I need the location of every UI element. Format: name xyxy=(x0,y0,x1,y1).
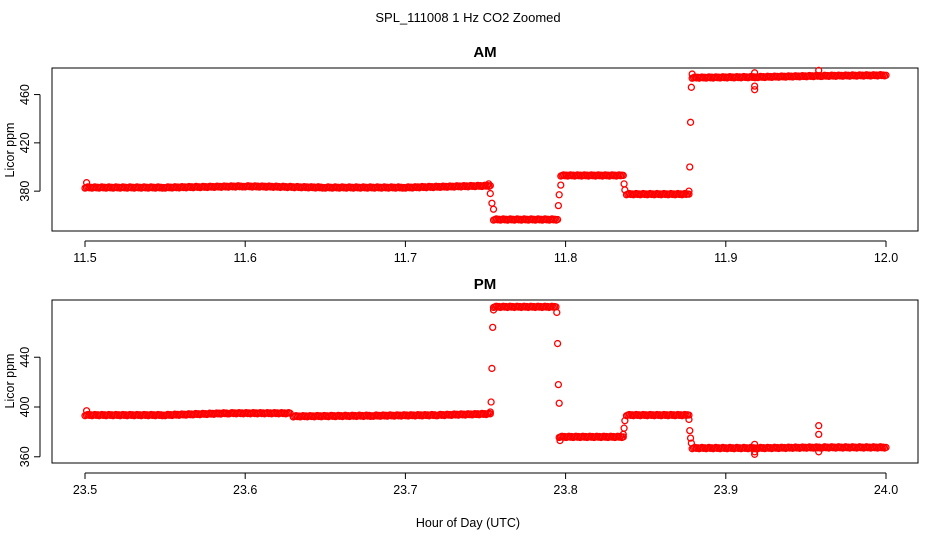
pm-x-tick-label: 24.0 xyxy=(874,483,898,497)
pm-data-point xyxy=(882,443,890,452)
pm-transition-point xyxy=(620,424,628,432)
pm-transition-point xyxy=(489,306,498,314)
pm-transition-point xyxy=(815,448,823,456)
am-transition-point xyxy=(686,118,695,126)
am-data-point xyxy=(619,171,627,180)
am-data-point xyxy=(486,182,494,190)
pm-data-point xyxy=(619,433,627,441)
pm-y-axis: 360 400 440 xyxy=(18,347,41,467)
pm-transition-point xyxy=(686,434,695,442)
am-x-tick-label: 11.9 xyxy=(714,251,737,265)
pm-y-axis-label: Licor ppm xyxy=(3,354,17,409)
am-transition-point xyxy=(557,181,565,189)
am-transition-point xyxy=(554,201,563,210)
pm-y-tick-label: 440 xyxy=(18,347,32,368)
am-transition-point xyxy=(815,66,823,75)
am-x-tick-label: 11.6 xyxy=(233,251,256,265)
am-transition-point xyxy=(687,83,696,91)
am-x-tick-label: 11.8 xyxy=(554,251,577,265)
am-y-axis-label: Licor ppm xyxy=(3,123,17,178)
pm-transition-point xyxy=(685,415,693,424)
pm-data-points xyxy=(81,302,890,458)
pm-transition-point xyxy=(553,339,562,348)
am-data-point xyxy=(882,71,890,79)
am-y-axis: 380 420 460 xyxy=(18,84,41,202)
am-transition-point xyxy=(489,205,498,213)
am-transition-point xyxy=(486,189,494,198)
pm-transition-point xyxy=(750,440,759,448)
pm-x-tick-label: 23.6 xyxy=(233,483,257,497)
am-x-axis: 11.5 11.6 11.7 11.8 11.9 12.0 xyxy=(73,240,898,265)
pm-x-tick-label: 23.5 xyxy=(73,483,97,497)
pm-plot-frame xyxy=(51,299,919,464)
am-plot-frame xyxy=(51,67,919,232)
am-transition-point xyxy=(620,180,628,188)
pm-transition-point xyxy=(621,417,629,425)
pm-transition-point xyxy=(750,448,759,456)
am-transition-point xyxy=(750,69,759,77)
am-transition-point xyxy=(82,179,91,187)
pm-transition-point xyxy=(486,408,494,416)
am-transition-point xyxy=(488,199,496,207)
am-y-tick-label: 380 xyxy=(18,181,32,202)
am-x-tick-label: 11.5 xyxy=(73,251,96,265)
am-y-tick-label: 420 xyxy=(18,132,32,153)
pm-transition-point xyxy=(489,323,497,332)
am-data-point xyxy=(553,215,562,224)
pm-transition-point xyxy=(488,364,496,373)
am-transition-point xyxy=(685,187,693,195)
pm-x-tick-label: 23.9 xyxy=(714,483,738,497)
pm-transition-point xyxy=(686,426,694,435)
am-transition-point xyxy=(621,186,629,194)
pm-transition-point xyxy=(815,430,823,439)
am-transition-point xyxy=(688,70,696,78)
am-transition-point xyxy=(686,163,694,171)
figure-title: SPL_111008 1 Hz CO2 Zoomed xyxy=(375,10,560,25)
am-x-tick-label: 12.0 xyxy=(874,251,898,265)
am-data-point xyxy=(685,190,693,198)
pm-transition-point xyxy=(750,450,759,458)
pm-data-point xyxy=(685,411,693,419)
pm-transition-point xyxy=(554,380,563,389)
am-panel: AM Licor ppm 11.5 11.6 11.7 11.8 11.9 12.0 38… xyxy=(3,44,919,265)
pm-transition-point xyxy=(687,439,696,447)
am-transition-point xyxy=(750,86,759,94)
am-transition-point xyxy=(750,82,759,90)
pm-x-axis: 23.5 23.6 23.7 23.8 23.9 24.0 xyxy=(73,472,898,497)
am-data-points xyxy=(81,66,890,224)
am-panel-title: AM xyxy=(473,44,496,61)
x-axis-label: Hour of Day (UTC) xyxy=(416,516,520,530)
pm-transition-point xyxy=(556,436,564,445)
am-y-tick-label: 460 xyxy=(18,84,32,105)
pm-transition-point xyxy=(555,399,563,407)
pm-transition-point xyxy=(487,398,495,406)
pm-y-tick-label: 400 xyxy=(18,397,32,418)
pm-x-tick-label: 23.8 xyxy=(553,483,577,497)
am-x-tick-label: 11.7 xyxy=(394,251,417,265)
pm-panel: PM Licor ppm 23.5 23.6 23.7 23.8 23.9 24.0 36… xyxy=(3,276,919,497)
pm-panel-title: PM xyxy=(474,276,497,293)
pm-x-tick-label: 23.7 xyxy=(393,483,417,497)
pm-transition-point xyxy=(815,422,823,430)
pm-transition-point xyxy=(553,308,561,317)
am-transition-point xyxy=(555,191,563,199)
am-transition-point xyxy=(485,180,493,188)
pm-transition-point xyxy=(82,407,91,415)
pm-y-tick-label: 360 xyxy=(18,446,32,467)
